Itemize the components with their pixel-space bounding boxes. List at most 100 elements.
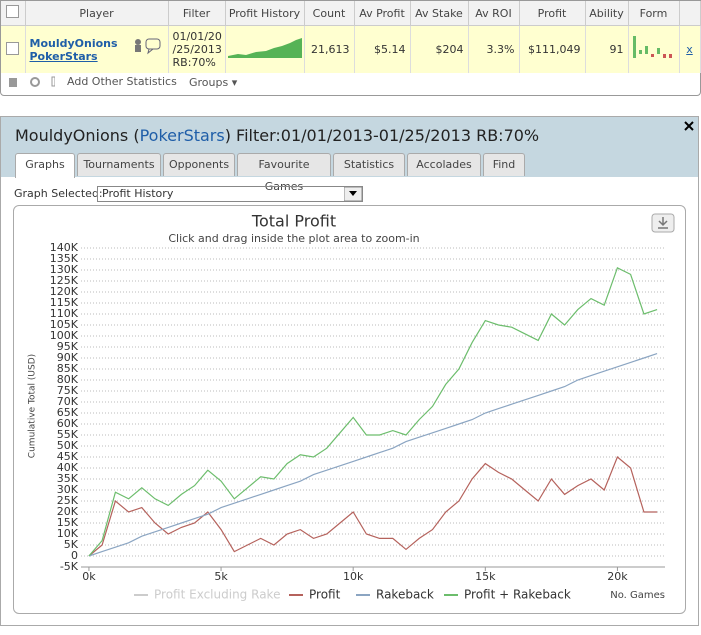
tab[interactable]: Find <box>483 153 525 176</box>
column-header-blank <box>679 1 701 26</box>
column-header[interactable]: Ability <box>585 1 629 26</box>
title-player: MouldyOnions ( <box>15 126 140 145</box>
groups-menu[interactable]: Groups ▾ <box>189 76 238 89</box>
column-header[interactable]: Profit History <box>225 1 305 26</box>
filter-line: /25/2013 <box>172 43 222 56</box>
toolbar: Add Other Statistics Groups ▾ <box>1 71 700 93</box>
chart-subtitle: Click and drag inside the plot area to z… <box>168 232 419 245</box>
graph-select[interactable]: Profit History <box>97 186 363 202</box>
y-tick-label: 90K <box>57 351 79 364</box>
ability: 91 <box>585 25 629 73</box>
y-axis-label: Cumulative Total (USD) <box>28 354 38 458</box>
y-tick-label: 40K <box>57 461 79 474</box>
column-header[interactable]: Player <box>25 1 169 26</box>
y-tick-label: 25K <box>57 494 79 507</box>
y-tick-label: 120K <box>50 285 79 298</box>
tab[interactable]: Tournaments <box>77 153 161 176</box>
y-tick-label: 15K <box>57 516 79 529</box>
y-tick-label: 55K <box>57 428 79 441</box>
graph-value[interactable]: Profit History <box>102 187 174 200</box>
y-tick-label: 60K <box>57 417 79 430</box>
series-line <box>88 266 658 557</box>
groups-label[interactable]: Groups <box>189 76 229 89</box>
toolbar-icons[interactable] <box>7 74 55 90</box>
panel-title: MouldyOnions (PokerStars) Filter:01/01/2… <box>15 126 539 145</box>
y-tick-label: 110K <box>50 307 79 320</box>
chart-title: Total Profit <box>251 212 336 231</box>
x-tick-label: 0k <box>82 570 96 583</box>
close-button[interactable] <box>684 121 694 131</box>
stats-table: Player Filter Profit History Count Av Profit… <box>1 1 701 73</box>
tab[interactable]: Statistics <box>333 153 405 176</box>
profit-sparkline <box>227 38 302 58</box>
tab[interactable]: Opponents <box>163 153 235 176</box>
column-header[interactable]: Count <box>304 1 355 26</box>
x-axis-label: No. Games <box>610 590 665 601</box>
y-tick-label: 125K <box>50 274 79 287</box>
x-tick-label: 15k <box>475 570 496 583</box>
y-tick-label: 75K <box>57 384 79 397</box>
y-tick-label: 30K <box>57 483 79 496</box>
av-roi: 3.3% <box>468 25 520 73</box>
remove-link[interactable]: x <box>686 43 693 56</box>
x-tick-label: 20k <box>607 570 628 583</box>
y-tick-label: 0 <box>71 549 78 562</box>
column-header[interactable]: Av ROI <box>468 1 520 26</box>
legend-label: Profit <box>309 588 341 602</box>
chart-box: Total Profit Click and drag inside the p… <box>13 205 686 614</box>
x-tick-label: 5k <box>214 570 228 583</box>
title-site[interactable]: PokerStars <box>139 126 225 145</box>
series-line <box>88 353 658 557</box>
chart: Total Profit Click and drag inside the p… <box>28 212 675 602</box>
player-link[interactable]: MouldyOnions <box>29 36 118 50</box>
player-icons[interactable] <box>130 36 164 56</box>
y-tick-label: 130K <box>50 263 79 276</box>
stats-grid: Player Filter Profit History Count Av Profit… <box>0 0 701 96</box>
y-tick-label: 100K <box>50 329 79 342</box>
y-tick-label: 85K <box>57 362 79 375</box>
filter-cell: 01/01/20/25/2013 RB:70% <box>168 25 226 73</box>
data-row: MouldyOnions PokerStars 01/01/20/25/2013… <box>1 25 701 73</box>
filter-line: 01/01/20 <box>172 30 222 43</box>
title-filter: ) Filter:01/01/2013-01/25/2013 RB:70% <box>224 126 540 145</box>
tab[interactable]: Favourite Games <box>237 153 331 193</box>
graph-label: Graph Selected: <box>14 187 103 200</box>
y-tick-label: 80K <box>57 373 79 386</box>
y-tick-label: 20K <box>57 505 79 518</box>
y-tick-label: 105K <box>50 318 79 331</box>
select-all[interactable] <box>6 5 20 18</box>
column-header[interactable]: Form <box>628 1 680 26</box>
y-tick-label: 5K <box>64 538 79 551</box>
y-tick-label: 50K <box>57 439 79 452</box>
y-tick-label: 135K <box>50 252 79 265</box>
select-arrow[interactable] <box>344 187 362 201</box>
y-tick-label: 95K <box>57 340 79 353</box>
column-header[interactable]: Filter <box>168 1 226 26</box>
av-profit: $5.14 <box>354 25 411 73</box>
row-checkbox[interactable] <box>6 41 20 55</box>
tab[interactable]: Accolades <box>407 153 481 176</box>
x-tick-label: 10k <box>343 570 364 583</box>
filter-line: RB:70% <box>172 56 216 69</box>
y-tick-label: 10K <box>57 527 79 540</box>
column-header[interactable]: Av Stake <box>410 1 469 26</box>
series-line <box>88 456 658 557</box>
form-bars <box>632 36 672 58</box>
legend-label: Profit Excluding Rake <box>154 588 280 602</box>
count: 21,613 <box>304 25 355 73</box>
column-header[interactable]: Profit <box>519 1 586 26</box>
download-button[interactable] <box>651 213 675 233</box>
header-row: Player Filter Profit History Count Av Profit… <box>1 1 701 26</box>
add-statistics[interactable]: Add Other Statistics <box>67 75 177 88</box>
profit: $111,049 <box>519 25 586 73</box>
player-panel: MouldyOnions (PokerStars) Filter:01/01/2… <box>0 116 699 626</box>
legend-label: Profit + Rakeback <box>464 588 571 602</box>
legend-label: Rakeback <box>376 588 434 602</box>
y-tick-label: 115K <box>50 296 79 309</box>
y-tick-label: 70K <box>57 395 79 408</box>
column-header[interactable]: Av Profit <box>354 1 411 26</box>
tab[interactable]: Graphs <box>15 153 75 178</box>
site-link[interactable]: PokerStars <box>29 49 98 63</box>
y-tick-label: -5K <box>60 560 79 573</box>
